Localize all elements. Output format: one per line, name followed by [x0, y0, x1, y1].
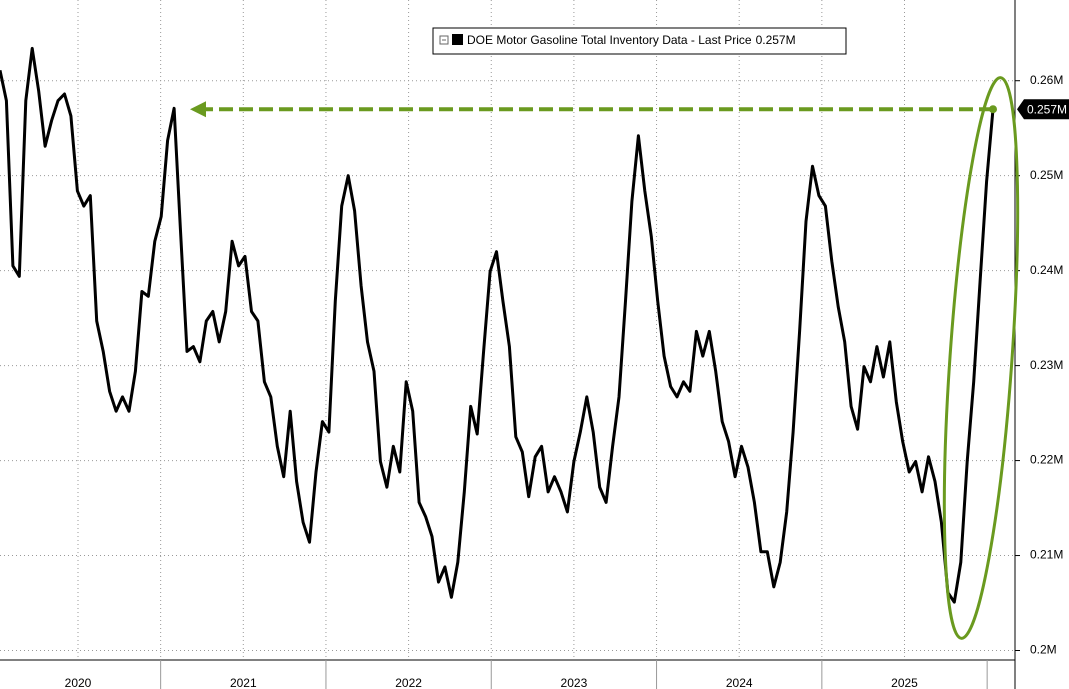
last-price-badge: [1017, 99, 1069, 120]
legend-series-name: DOE Motor Gasoline Total Inventory Data: [467, 33, 688, 47]
legend-box: [432, 27, 847, 55]
y-tick-label: 0.2M: [1030, 643, 1057, 657]
x-tick-label: 2020: [65, 676, 92, 689]
last-price-badge-label: 0.257M: [1027, 102, 1067, 116]
legend-separator: -: [688, 33, 699, 47]
legend-last-price-text: Last Price: [698, 33, 752, 47]
annotation-arrowhead: [190, 101, 206, 118]
legend-text: DOE Motor Gasoline Total Inventory Data …: [467, 33, 796, 47]
legend-swatch: [452, 34, 463, 45]
x-tick-label: 2025: [891, 676, 918, 689]
x-tick-label: 2022: [395, 676, 422, 689]
annotation-ellipse: [942, 76, 1020, 640]
x-tick-label: 2023: [561, 676, 588, 689]
y-tick-label: 0.21M: [1030, 548, 1063, 562]
legend-last-price: 0.257M: [756, 33, 796, 47]
x-tick-label: 2021: [230, 676, 257, 689]
y-tick-label: 0.22M: [1030, 453, 1063, 467]
y-tick-label: 0.23M: [1030, 358, 1063, 372]
y-tick-label: 0.24M: [1030, 263, 1063, 277]
series-line: [0, 46, 995, 604]
y-tick-label: 0.25M: [1030, 168, 1063, 182]
annotation-dot: [989, 105, 997, 114]
legend: DOE Motor Gasoline Total Inventory Data …: [432, 27, 847, 55]
x-tick-label: 2024: [726, 676, 753, 689]
y-tick-label: 0.26M: [1030, 73, 1063, 87]
